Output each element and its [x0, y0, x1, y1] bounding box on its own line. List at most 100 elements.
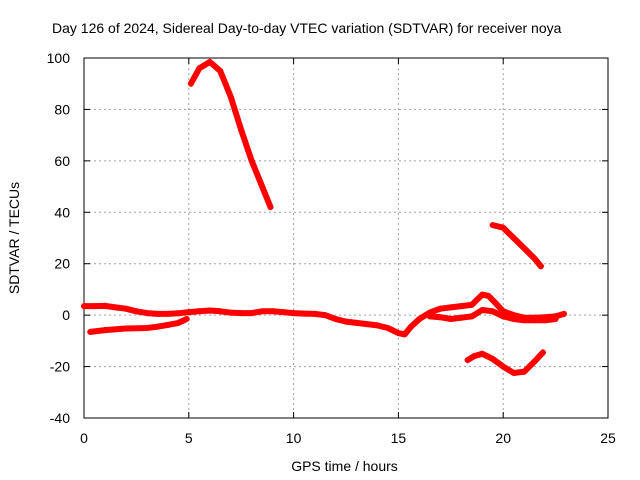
data-point: [485, 292, 492, 299]
data-point: [175, 310, 182, 317]
data-point: [510, 316, 517, 322]
data-point: [206, 307, 213, 314]
x-axis-label: GPS time / hours: [291, 458, 398, 474]
data-point: [458, 314, 465, 321]
data-point: [363, 321, 370, 328]
data-point: [489, 308, 496, 315]
data-point: [537, 263, 544, 270]
data-point: [122, 305, 129, 312]
data-point: [87, 328, 94, 335]
data-point: [143, 310, 150, 317]
data-point: [164, 310, 171, 317]
data-point: [521, 245, 528, 252]
series-trace-lower-right: [464, 349, 547, 376]
data-point: [112, 304, 119, 311]
data-point: [531, 255, 538, 262]
series-line: [464, 349, 546, 376]
data-point: [280, 309, 287, 316]
y-tick-label: -20: [50, 359, 70, 375]
data-point: [133, 308, 140, 315]
data-point: [101, 327, 108, 334]
data-point: [464, 357, 471, 364]
data-point: [458, 303, 465, 310]
data-point: [259, 183, 266, 190]
y-tick-label: 40: [54, 204, 70, 220]
data-point: [489, 222, 496, 229]
data-point: [384, 325, 391, 331]
data-point: [196, 308, 203, 315]
data-point: [143, 325, 150, 331]
data-point: [531, 317, 538, 324]
data-point: [437, 305, 444, 312]
data-point: [217, 308, 224, 315]
data-point: [206, 58, 213, 65]
data-point: [353, 319, 360, 326]
data-point: [479, 291, 486, 298]
y-tick-label: 100: [47, 50, 71, 66]
data-point: [227, 93, 234, 100]
data-point: [217, 67, 224, 74]
data-point: [322, 312, 329, 319]
data-point: [122, 325, 129, 332]
series-trace-upper-right: [489, 222, 544, 270]
data-point: [395, 330, 402, 337]
data-point: [238, 127, 245, 133]
data-point: [187, 80, 194, 87]
data-point: [248, 310, 255, 317]
data-point: [540, 349, 547, 356]
data-point: [552, 316, 559, 322]
data-point: [426, 313, 433, 320]
y-tick-label: -40: [50, 410, 70, 426]
series-trace-peak: [187, 58, 274, 211]
data-point: [416, 316, 423, 322]
x-tick-label: 20: [495, 430, 511, 446]
data-point: [269, 308, 276, 315]
data-point: [500, 224, 507, 231]
data-point: [311, 310, 318, 317]
data-point: [343, 318, 349, 325]
data-point: [183, 316, 190, 322]
data-point: [437, 314, 444, 321]
plot-frame: [83, 57, 609, 419]
y-tick-label: 60: [54, 153, 70, 169]
series-line: [489, 222, 544, 270]
data-point: [185, 309, 192, 316]
data-point: [374, 322, 381, 329]
data-point: [332, 316, 339, 322]
x-tick-label: 0: [80, 430, 88, 446]
data-point: [248, 157, 255, 164]
data-point: [447, 316, 454, 322]
series-trace-lower-left: [87, 316, 190, 335]
y-tick-label: 0: [62, 307, 70, 323]
data-point: [238, 310, 245, 317]
data-point: [196, 65, 203, 72]
data-point: [154, 310, 161, 317]
data-point: [510, 235, 517, 241]
data-point: [468, 313, 475, 320]
data-point: [470, 353, 477, 360]
series-line: [187, 58, 274, 211]
data-point: [154, 323, 161, 330]
data-point: [489, 355, 496, 362]
data-point: [479, 307, 486, 313]
axis-ticks: 0 5 10 15 20 25 -40 -20 0 20 40 60 80 100: [47, 50, 616, 446]
data-point: [267, 204, 274, 211]
x-tick-label: 10: [286, 430, 302, 446]
data-point: [259, 308, 266, 315]
series-trace-dense-band: [426, 307, 559, 324]
series-layer: [81, 58, 567, 376]
data-point: [407, 323, 414, 330]
data-point: [500, 363, 507, 370]
chart-title: Day 126 of 2024, Sidereal Day-to-day VTE…: [52, 20, 562, 36]
data-point: [401, 331, 408, 338]
data-point: [510, 370, 517, 376]
data-point: [500, 313, 507, 320]
y-tick-label: 20: [54, 256, 70, 272]
data-point: [468, 301, 475, 308]
x-tick-label: 15: [391, 430, 407, 446]
data-point: [164, 321, 171, 328]
y-tick-label: 80: [54, 101, 70, 117]
data-point: [101, 302, 108, 309]
x-tick-label: 25: [600, 430, 616, 446]
